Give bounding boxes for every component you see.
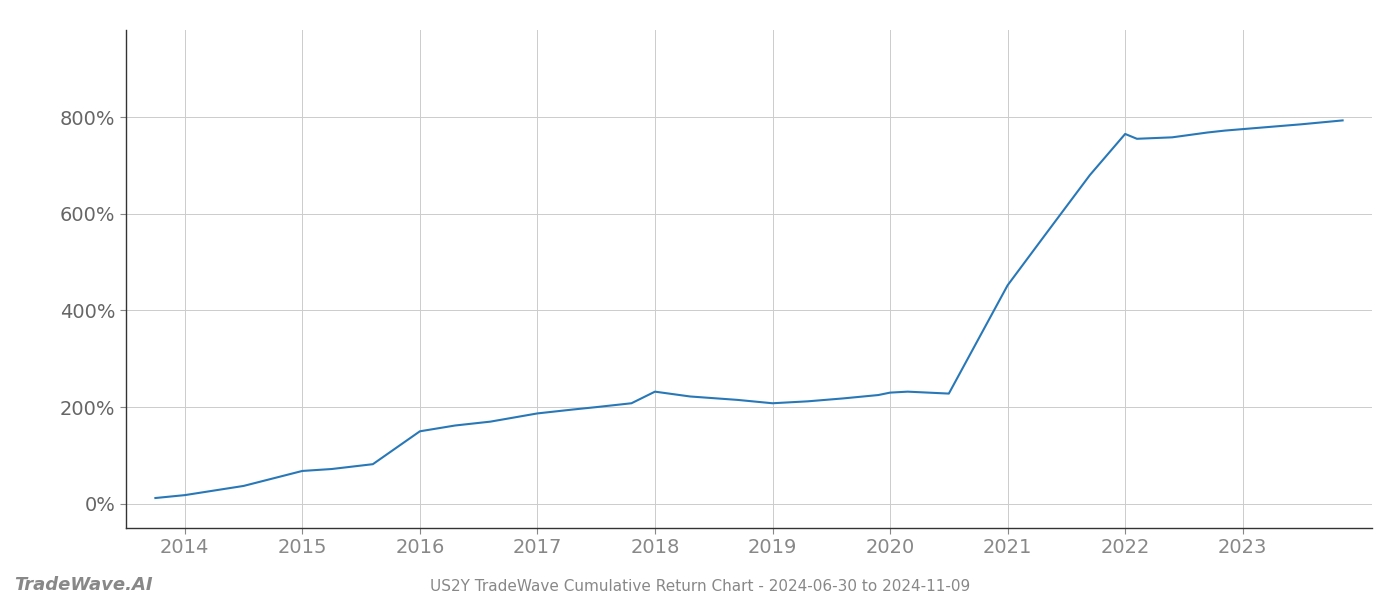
Text: TradeWave.AI: TradeWave.AI: [14, 576, 153, 594]
Text: US2Y TradeWave Cumulative Return Chart - 2024-06-30 to 2024-11-09: US2Y TradeWave Cumulative Return Chart -…: [430, 579, 970, 594]
